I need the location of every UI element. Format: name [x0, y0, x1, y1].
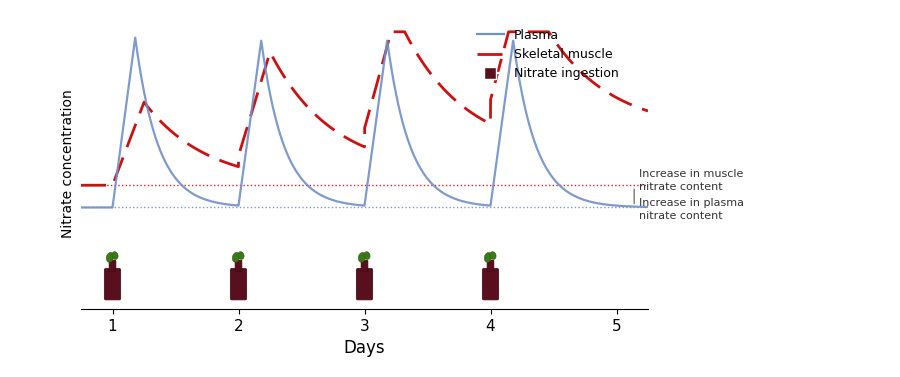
Legend: Plasma, Skeletal muscle, Nitrate ingestion: Plasma, Skeletal muscle, Nitrate ingesti…	[472, 25, 623, 84]
FancyBboxPatch shape	[361, 260, 368, 271]
Text: Increase in muscle
nitrate content: Increase in muscle nitrate content	[639, 169, 743, 192]
FancyBboxPatch shape	[356, 268, 373, 300]
FancyBboxPatch shape	[235, 260, 242, 271]
FancyBboxPatch shape	[109, 260, 116, 271]
Ellipse shape	[358, 253, 365, 262]
FancyBboxPatch shape	[230, 268, 247, 300]
Ellipse shape	[232, 253, 239, 262]
Ellipse shape	[106, 253, 113, 262]
Ellipse shape	[490, 252, 496, 259]
FancyBboxPatch shape	[482, 268, 499, 300]
X-axis label: Days: Days	[344, 339, 385, 357]
Y-axis label: Nitrate concentration: Nitrate concentration	[61, 90, 76, 238]
Ellipse shape	[364, 252, 370, 259]
Ellipse shape	[238, 252, 244, 259]
Text: Increase in plasma
nitrate content: Increase in plasma nitrate content	[639, 198, 744, 221]
FancyBboxPatch shape	[104, 268, 121, 300]
Ellipse shape	[484, 253, 491, 262]
Ellipse shape	[112, 252, 118, 259]
FancyBboxPatch shape	[487, 260, 494, 271]
